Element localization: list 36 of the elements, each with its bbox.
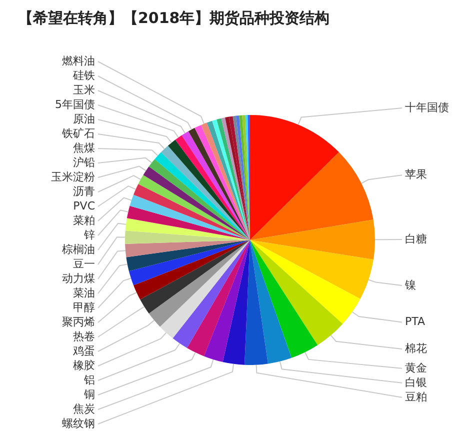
slice-label: 十年国债 [405,100,449,114]
slice-label: PVC [73,199,96,212]
slice-label: PTA [405,315,426,328]
slice-label: 菜油 [73,286,95,300]
slice-label: 硅铁 [72,68,95,82]
slice-label: 玉米 [73,83,95,96]
slice-label: 橡胶 [73,358,95,372]
slice-label: 镍 [404,278,416,292]
slice-label: 甲醇 [73,300,95,314]
slice-label: 铜 [83,388,95,401]
slice-label: 玉米淀粉 [51,170,95,184]
slice-label: 沥青 [73,184,95,198]
slice-label: 焦煤 [73,141,95,154]
slice-label: 豆粕 [405,390,427,404]
slice-label: 铁矿石 [61,126,95,140]
slice-label: 白银 [405,376,427,389]
slice-label: 黄金 [405,361,427,374]
slice-label: 菜粕 [73,214,95,227]
slice-label: 原油 [73,112,95,126]
chart-title: 【希望在转角】【2018年】期货品种投资结构 [18,9,330,28]
slice-label: 燃料油 [62,54,95,68]
slice-label: 豆一 [73,257,95,270]
slice-label: 热卷 [73,330,95,343]
slice-label: 螺纹钢 [62,416,95,430]
slice-label: 5年国债 [55,98,95,111]
slice-label: 白糖 [405,232,427,246]
slice-label: 聚丙烯 [62,315,95,328]
slice-label: 沪铅 [73,156,95,169]
slice-label: 棕榈油 [62,242,95,256]
slice-label: 鸡蛋 [72,344,95,358]
slice-label: 动力煤 [62,272,95,285]
slice-label: 棉花 [405,342,427,355]
slice-label: 铝 [83,373,95,386]
slice-label: 焦炭 [73,402,95,416]
slice-label: 锌 [83,228,95,242]
slice-label: 苹果 [405,168,427,181]
